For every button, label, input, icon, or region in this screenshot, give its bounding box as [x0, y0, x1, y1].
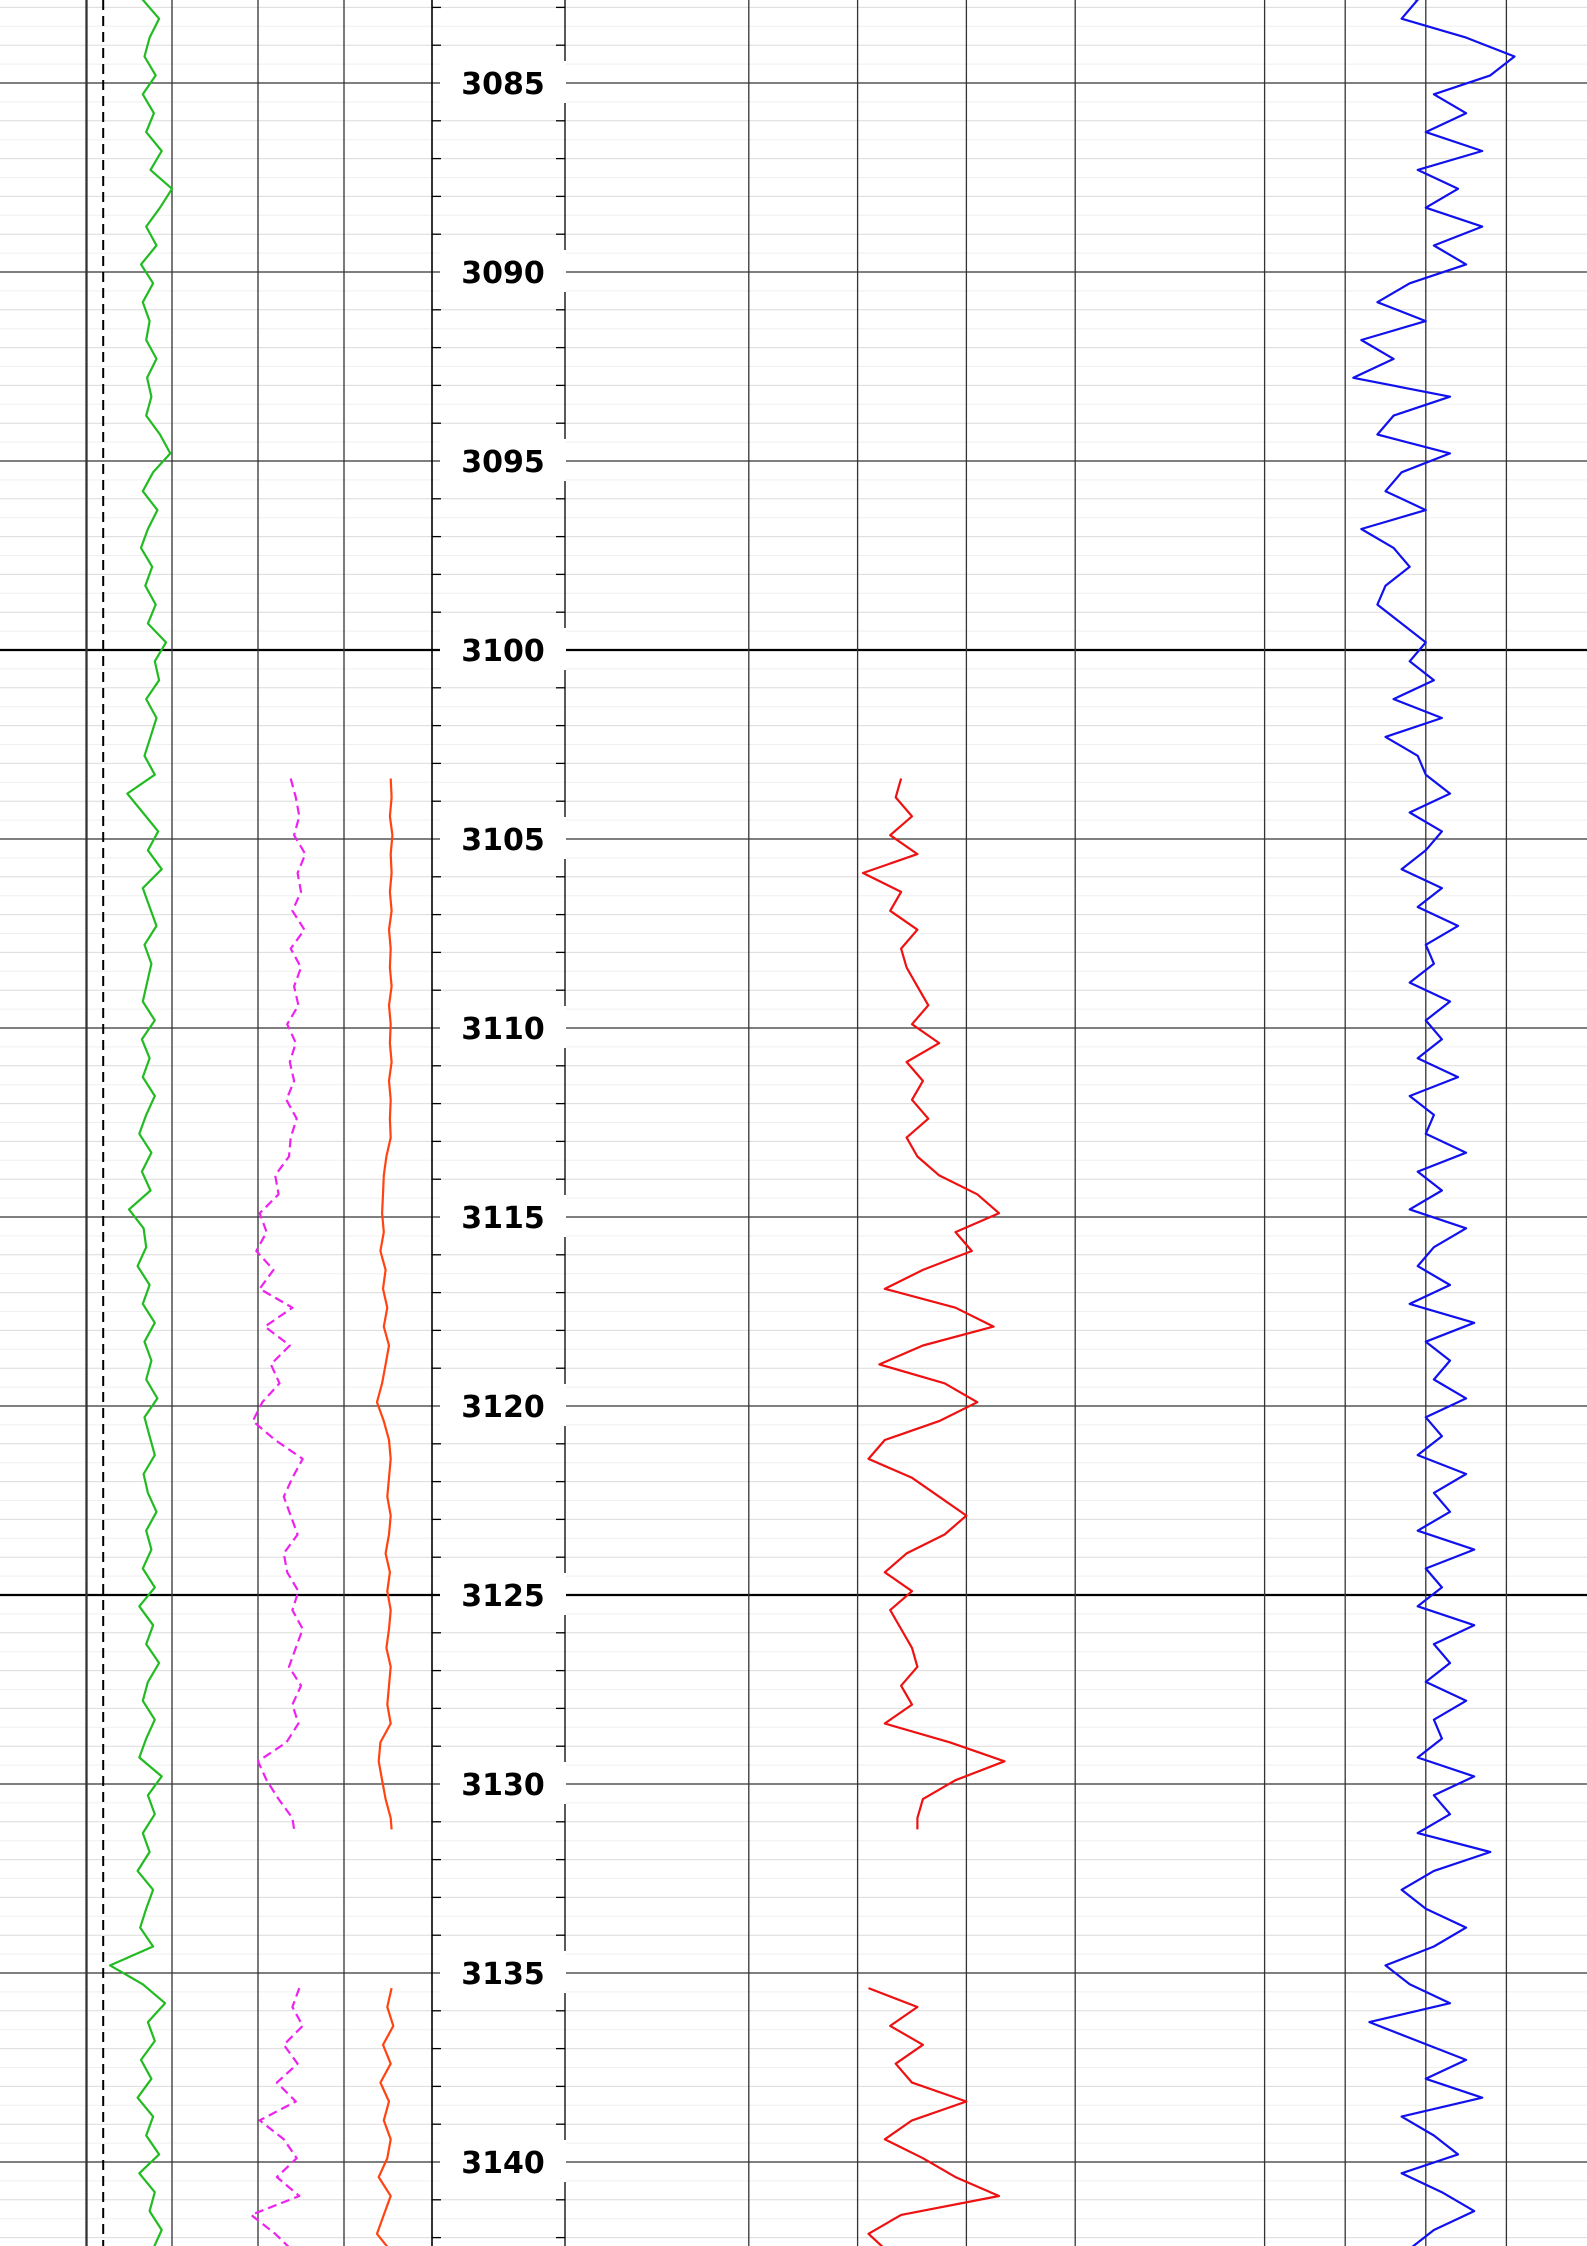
- log-curve-track-1: [251, 778, 307, 1830]
- depth-tick-marks: [432, 6, 565, 2239]
- depth-label-background: [440, 250, 566, 292]
- log-curve-track-2: [867, 1987, 1001, 2246]
- log-curves: [108, 0, 1516, 2246]
- depth-label-background: [440, 1384, 566, 1426]
- depth-tick-label: 3115: [461, 1201, 545, 1236]
- depth-axis-labels: 3085 3090 3095 3100 3105 3110 3115 3120 3125 3130…: [461, 67, 545, 2181]
- depth-label-background: [440, 1006, 566, 1048]
- log-curve-track-3: [1352, 0, 1516, 2246]
- depth-label-background: [440, 61, 566, 103]
- depth-label-background: [440, 439, 566, 481]
- depth-tick-label: 3120: [461, 1390, 545, 1425]
- depth-tick-label: 3095: [461, 445, 545, 480]
- depth-label-background: [440, 2140, 566, 2182]
- log-curve-track-2: [861, 778, 1006, 1830]
- depth-tick-label: 3085: [461, 67, 545, 102]
- depth-label-background: [440, 1195, 566, 1237]
- depth-tick-label: 3090: [461, 256, 545, 291]
- log-curve-track-1-right: [375, 1987, 395, 2246]
- depth-tick-label: 3125: [461, 1579, 545, 1614]
- depth-tick-label: 3135: [461, 1957, 545, 1992]
- depth-tick-label: 3130: [461, 1768, 545, 1803]
- log-curve-track-1-right: [375, 778, 394, 1830]
- depth-label-background: [440, 628, 566, 670]
- depth-tick-label: 3100: [461, 634, 545, 669]
- depth-tick-label: 3110: [461, 1012, 545, 1047]
- depth-label-backgrounds: [440, 61, 566, 2182]
- log-curve-track-1: [250, 1987, 304, 2246]
- log-curve-track-1: [108, 0, 174, 2246]
- depth-label-background: [440, 817, 566, 859]
- depth-tick-label: 3140: [461, 2146, 545, 2181]
- major-gridlines: [0, 82, 1587, 2163]
- depth-label-background: [440, 1573, 566, 1615]
- depth-label-background: [440, 1762, 566, 1804]
- depth-label-background: [440, 1951, 566, 1993]
- depth-tick-label: 3105: [461, 823, 545, 858]
- track-vertical-gridlines: [85, 0, 1508, 2246]
